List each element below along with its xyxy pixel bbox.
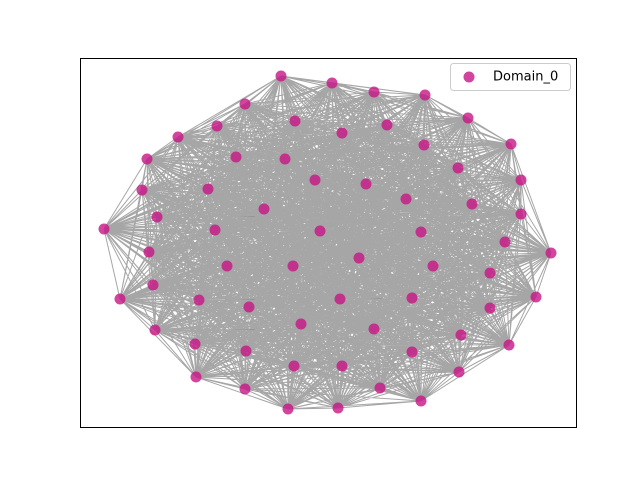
node [189, 338, 201, 350]
node [427, 260, 439, 272]
node [275, 70, 287, 82]
node [230, 151, 242, 163]
node [406, 292, 418, 304]
node [193, 294, 205, 306]
node [221, 260, 233, 272]
node [243, 301, 255, 313]
node [515, 174, 527, 186]
node [209, 224, 221, 236]
node [381, 119, 393, 131]
node [368, 86, 380, 98]
node [336, 360, 348, 372]
node [149, 324, 161, 336]
node [415, 395, 427, 407]
plot-frame [80, 58, 577, 428]
nodes [98, 70, 557, 415]
node [314, 225, 326, 237]
node [239, 383, 251, 395]
node [400, 193, 412, 205]
node [515, 208, 527, 220]
node [289, 115, 301, 127]
node [530, 291, 542, 303]
node [505, 138, 517, 150]
node [484, 302, 496, 314]
node [415, 226, 427, 238]
node [172, 131, 184, 143]
node [360, 178, 372, 190]
node [503, 339, 515, 351]
node [484, 267, 496, 279]
node [141, 153, 153, 165]
node [136, 184, 148, 196]
node [279, 153, 291, 165]
node [453, 366, 465, 378]
node [151, 211, 163, 223]
node [406, 346, 418, 358]
node [143, 246, 155, 258]
node [466, 198, 478, 210]
node [282, 403, 294, 415]
node [418, 139, 430, 151]
node [98, 223, 110, 235]
node [332, 402, 344, 414]
node [336, 127, 348, 139]
node [114, 293, 126, 305]
node [258, 203, 270, 215]
node [334, 293, 346, 305]
node [202, 183, 214, 195]
node [239, 98, 251, 110]
legend-marker [463, 71, 475, 83]
node [353, 252, 365, 264]
node [240, 345, 252, 357]
legend-label: Domain_0 [493, 70, 558, 85]
node [309, 174, 321, 186]
node [287, 260, 299, 272]
node [499, 236, 511, 248]
node [545, 247, 557, 259]
legend-box [450, 63, 571, 91]
legend: Domain_0 [450, 63, 571, 91]
node [419, 89, 431, 101]
node [295, 318, 307, 330]
node [147, 279, 159, 291]
node [368, 323, 380, 335]
node [374, 382, 386, 394]
node [190, 371, 202, 383]
node [455, 329, 467, 341]
node [326, 77, 338, 89]
node [211, 120, 223, 132]
node [452, 162, 464, 174]
node [462, 112, 474, 124]
node [288, 360, 300, 372]
